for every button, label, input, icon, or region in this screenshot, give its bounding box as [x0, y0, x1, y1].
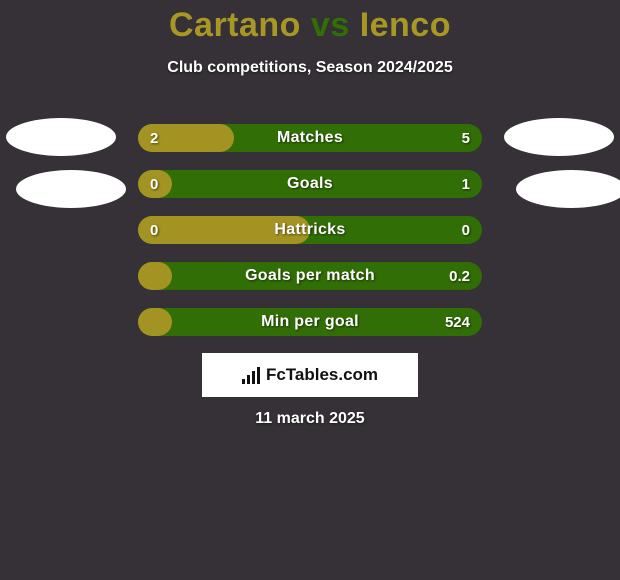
stat-value-right: 1 — [462, 170, 470, 198]
brand-badge: FcTables.com — [202, 353, 418, 397]
stat-row: Goals per match0.2 — [138, 262, 482, 290]
stat-value-left: 0 — [150, 170, 158, 198]
stat-value-right: 5 — [462, 124, 470, 152]
date-text: 11 march 2025 — [0, 410, 620, 428]
page-title: Cartano vs Ienco — [0, 0, 620, 45]
player2-avatar-placeholder-1 — [504, 118, 614, 156]
bar-chart-icon — [242, 366, 260, 384]
stat-row: Goals0 1 — [138, 170, 482, 198]
player1-avatar-placeholder-2 — [16, 170, 126, 208]
stat-bars: Matches25Goals01Hattricks00Goals per mat… — [138, 124, 482, 336]
brand-label: FcTables.com — [266, 365, 378, 385]
stat-row: Hattricks0 0 — [138, 216, 482, 244]
stat-label: Min per goal — [138, 308, 482, 336]
stat-row: Min per goal524 — [138, 308, 482, 336]
player2-avatar-placeholder-2 — [516, 170, 620, 208]
player2-name: Ienco — [360, 6, 451, 44]
vs-word: vs — [311, 6, 350, 44]
stat-value-right: 0 — [462, 216, 470, 244]
stat-value-right: 524 — [445, 308, 470, 336]
comparison-card: Cartano vs Ienco Club competitions, Seas… — [0, 0, 620, 580]
stat-label: Matches — [138, 124, 482, 152]
stat-row: Matches2 5 — [138, 124, 482, 152]
stat-value-right: 0.2 — [449, 262, 470, 290]
stat-label: Goals per match — [138, 262, 482, 290]
player1-avatar-placeholder-1 — [6, 118, 116, 156]
stat-value-left: 2 — [150, 124, 158, 152]
subtitle: Club competitions, Season 2024/2025 — [0, 59, 620, 77]
stat-label: Hattricks — [138, 216, 482, 244]
player1-name: Cartano — [169, 6, 301, 44]
stat-label: Goals — [138, 170, 482, 198]
stat-value-left: 0 — [150, 216, 158, 244]
brand-text: FcTables.com — [242, 365, 378, 385]
